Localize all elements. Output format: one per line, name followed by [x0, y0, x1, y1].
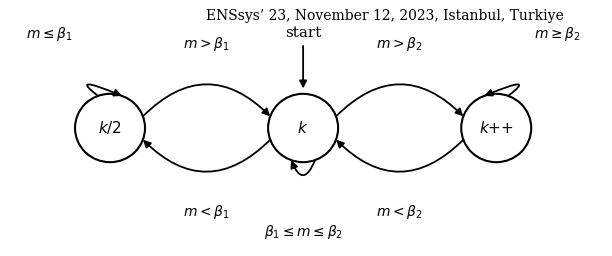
FancyArrowPatch shape [143, 84, 269, 116]
FancyArrowPatch shape [336, 84, 462, 116]
Text: $k{+}{+}$: $k{+}{+}$ [479, 120, 513, 136]
Text: $\beta_1 \leq m \leq \beta_2$: $\beta_1 \leq m \leq \beta_2$ [264, 223, 343, 241]
Text: $m > \beta_2$: $m > \beta_2$ [376, 35, 423, 54]
Text: start: start [285, 26, 321, 40]
FancyArrowPatch shape [144, 140, 271, 172]
Text: ENSsys’ 23, November 12, 2023, Istanbul, Turkiye: ENSsys’ 23, November 12, 2023, Istanbul,… [206, 9, 564, 23]
FancyArrowPatch shape [486, 84, 519, 96]
Text: $m < \beta_1$: $m < \beta_1$ [183, 202, 230, 221]
Text: $k$: $k$ [297, 120, 309, 136]
Text: $k/2$: $k/2$ [98, 120, 122, 136]
Text: $m \geq \beta_2$: $m \geq \beta_2$ [534, 25, 581, 43]
Text: $m > \beta_1$: $m > \beta_1$ [183, 35, 230, 54]
FancyArrowPatch shape [87, 84, 120, 96]
FancyArrowPatch shape [291, 160, 315, 175]
FancyArrowPatch shape [337, 140, 463, 172]
Text: $m < \beta_2$: $m < \beta_2$ [376, 202, 423, 221]
Text: $m \leq \beta_1$: $m \leq \beta_1$ [26, 25, 72, 43]
